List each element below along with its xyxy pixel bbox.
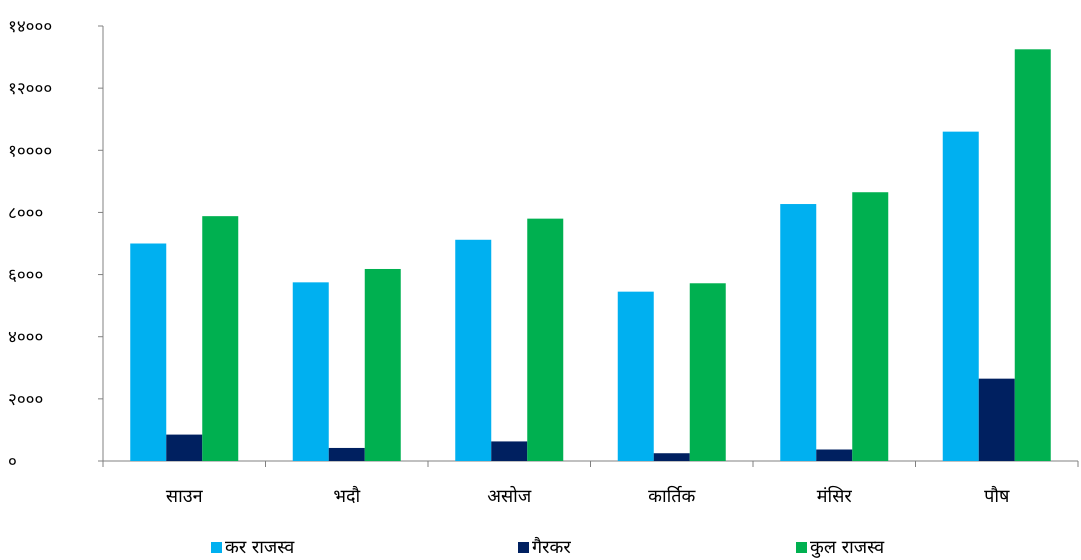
y-tick-label: २००० bbox=[8, 390, 43, 410]
y-tick-label: ० bbox=[8, 452, 17, 472]
y-tick-label: १४००० bbox=[8, 17, 52, 37]
bar bbox=[689, 283, 726, 461]
y-tick-label: १२००० bbox=[8, 79, 52, 99]
legend-item-tax-revenue: कर राजस्व bbox=[211, 535, 294, 559]
legend-label-tax-revenue: कर राजस्व bbox=[225, 537, 295, 558]
x-category-label: भदौ bbox=[333, 485, 360, 507]
y-tick-label: ६००० bbox=[8, 266, 43, 286]
legend-item-non-tax: गैरकर bbox=[518, 535, 571, 559]
bar bbox=[328, 447, 365, 461]
bar bbox=[852, 192, 889, 461]
bar bbox=[455, 239, 492, 461]
bar bbox=[202, 216, 239, 461]
bar bbox=[1014, 49, 1051, 462]
legend-swatch-total-revenue bbox=[796, 541, 807, 553]
bar bbox=[527, 218, 564, 461]
bar bbox=[816, 449, 853, 461]
legend-swatch-non-tax bbox=[518, 541, 529, 553]
legend-swatch-tax-revenue bbox=[211, 541, 222, 553]
x-category-label: पौष bbox=[984, 485, 1010, 507]
revenue-bar-chart: ० २००० ४००० ६००० ८००० १०००० १२००० १४००० साउन भदौ अ… bbox=[8, 17, 1079, 507]
bar bbox=[978, 378, 1015, 461]
bar bbox=[942, 131, 979, 461]
bar bbox=[364, 268, 401, 461]
legend: कर राजस्व गैरकर कुल राजस्व bbox=[0, 535, 1081, 560]
y-tick-label: १०००० bbox=[8, 141, 52, 161]
y-tick-label: ४००० bbox=[8, 328, 43, 348]
legend-label-non-tax: गैरकर bbox=[532, 537, 571, 558]
x-category-label: कार्तिक bbox=[648, 485, 696, 507]
x-category-label: असोज bbox=[487, 485, 532, 507]
bar bbox=[491, 441, 528, 461]
y-tick-label: ८००० bbox=[8, 203, 43, 223]
bar bbox=[166, 434, 203, 461]
bar bbox=[292, 282, 329, 461]
legend-label-total-revenue: कुल राजस्व bbox=[810, 537, 885, 558]
bar bbox=[130, 243, 167, 461]
bar bbox=[653, 453, 690, 461]
legend-item-total-revenue: कुल राजस्व bbox=[796, 535, 884, 559]
bar bbox=[780, 204, 817, 461]
x-category-label: मंसिर bbox=[817, 485, 853, 507]
x-category-label: साउन bbox=[166, 486, 204, 507]
bar bbox=[617, 291, 654, 461]
